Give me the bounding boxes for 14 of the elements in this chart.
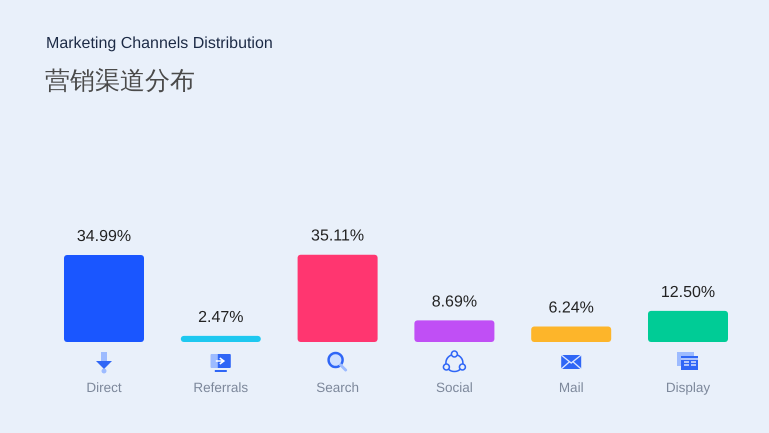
chart-title: Marketing Channels Distribution — [46, 35, 273, 52]
x-tick-label: Search — [316, 380, 359, 395]
x-tick-label: Display — [666, 380, 710, 395]
data-label: 8.69% — [432, 293, 478, 310]
x-tick-label: Direct — [86, 380, 122, 395]
chart-subtitle: 营销渠道分布 — [45, 67, 195, 95]
data-label: 2.47% — [198, 308, 244, 326]
data-label: 12.50% — [660, 284, 716, 301]
x-tick-label: Social — [436, 380, 473, 395]
x-tick-label: Referrals — [193, 380, 248, 395]
data-label: 34.99% — [76, 228, 132, 245]
data-label: 35.11% — [311, 228, 364, 245]
data-label: 6.24% — [548, 299, 594, 316]
x-tick-label: Mail — [558, 380, 584, 395]
